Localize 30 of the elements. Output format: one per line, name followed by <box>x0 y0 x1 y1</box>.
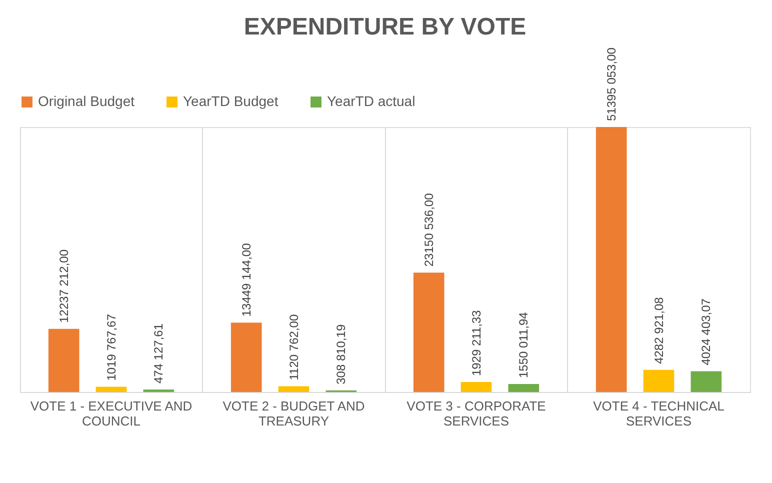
bar <box>460 382 492 392</box>
data-label: 12237 212,00 <box>56 249 71 323</box>
legend-label: Original Budget <box>38 93 135 109</box>
x-tick-label: VOTE 3 - CORPORATE SERVICES <box>406 398 546 428</box>
x-tick-label: VOTE 4 - TECHNICAL SERVICES <box>593 398 724 428</box>
bar <box>690 371 722 392</box>
data-label: 4282 921,08 <box>652 296 666 364</box>
data-label: 4024 403,07 <box>699 298 714 366</box>
bar <box>96 386 127 392</box>
legend-label: YearTD actual <box>327 93 416 109</box>
data-label: 51395 053,00 <box>604 47 618 121</box>
x-tick-label: VOTE 2 - BUDGET AND TREASURY <box>222 398 365 428</box>
bar <box>230 322 262 392</box>
bar <box>48 328 80 392</box>
bar <box>596 127 627 392</box>
x-tick-label: VOTE 1 - EXECUTIVE AND COUNCIL <box>30 398 192 428</box>
data-label: 1120 762,00 <box>286 314 301 380</box>
bar <box>643 370 674 392</box>
data-label: 1929 211,33 <box>469 310 484 376</box>
chart-title: EXPENDITURE BY VOTE <box>244 14 526 41</box>
bar <box>278 386 310 392</box>
data-label: 308 810,19 <box>334 324 348 384</box>
data-label: 474 127,61 <box>152 323 166 384</box>
data-label: 13449 144,00 <box>239 242 254 317</box>
legend-label: YearTD Budget <box>183 93 278 109</box>
data-label: 1550 011,94 <box>516 312 531 378</box>
bar <box>508 384 540 392</box>
bar <box>413 272 444 392</box>
data-label: 1019 767,67 <box>104 314 118 381</box>
data-label: 23150 536,00 <box>422 192 436 267</box>
